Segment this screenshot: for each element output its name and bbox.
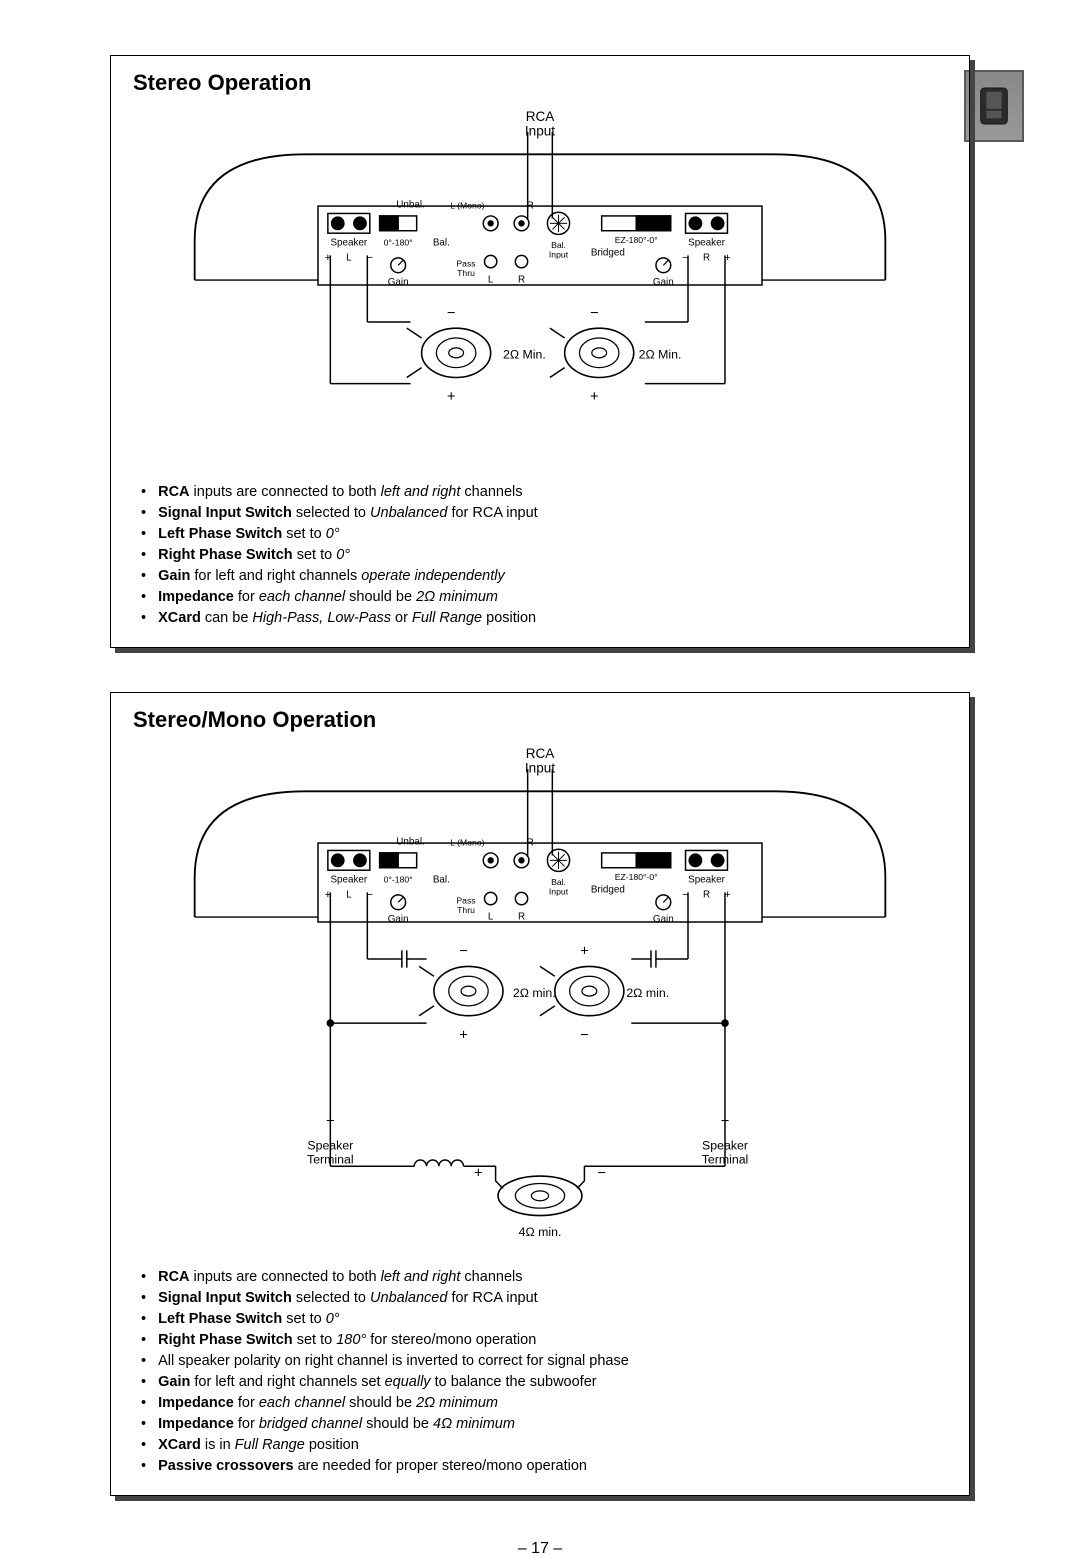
note-item: Right Phase Switch set to 180° for stere… [141,1330,947,1351]
svg-text:Thru: Thru [457,268,475,278]
svg-text:Speaker: Speaker [330,875,367,886]
svg-text:Input: Input [549,250,569,260]
note-item: Left Phase Switch set to 0° [141,1309,947,1330]
svg-text:0°-180°: 0°-180° [384,237,413,247]
svg-text:2Ω min.: 2Ω min. [626,986,669,1000]
svg-text:Input: Input [525,124,555,139]
note-item: RCA inputs are connected to both left an… [141,482,947,503]
svg-text:EZ-180°-0°: EZ-180°-0° [615,872,658,882]
svg-text:R: R [518,275,525,286]
svg-text:Unbal.: Unbal. [396,199,425,210]
svg-text:Speaker: Speaker [688,875,725,886]
svg-text:+: + [580,944,589,960]
svg-text:2Ω min.: 2Ω min. [513,986,556,1000]
note-item: Gain for left and right channels operate… [141,566,947,587]
svg-text:R: R [518,912,525,923]
svg-text:L (Mono): L (Mono) [450,837,484,847]
stereo-mono-title: Stereo/Mono Operation [133,707,947,733]
svg-text:Speaker: Speaker [330,238,367,249]
stereo-mono-panel: Stereo/Mono Operation RCAInputSpeaker+L−… [110,692,970,1496]
brand-badge-icon [964,70,1024,142]
note-item: XCard is in Full Range position [141,1435,947,1456]
svg-text:−: − [590,305,599,321]
svg-text:Bal.: Bal. [551,240,566,250]
stereo-notes: RCA inputs are connected to both left an… [133,482,947,629]
svg-text:Input: Input [525,761,555,776]
note-item: Impedance for each channel should be 2Ω … [141,1393,947,1414]
svg-text:R: R [527,201,534,212]
page-number: – 17 – [110,1540,970,1558]
svg-text:0°-180°: 0°-180° [384,874,413,884]
note-item: Signal Input Switch selected to Unbalanc… [141,503,947,524]
svg-text:R: R [527,838,534,849]
svg-text:Gain: Gain [388,277,409,288]
svg-text:Bal.: Bal. [551,877,566,887]
svg-text:Pass: Pass [456,258,475,268]
stereo-title: Stereo Operation [133,70,947,96]
svg-text:L: L [488,912,494,923]
svg-text:+: + [459,1027,468,1043]
svg-text:Input: Input [549,887,569,897]
svg-text:RCA: RCA [526,746,556,761]
svg-text:2Ω Min.: 2Ω Min. [639,348,682,362]
note-item: RCA inputs are connected to both left an… [141,1267,947,1288]
stereo-panel: Stereo Operation RCAInputSpeaker+L−0°-18… [110,55,970,648]
note-item: Left Phase Switch set to 0° [141,524,947,545]
svg-text:+: + [447,389,456,405]
svg-text:−: − [580,1027,589,1043]
stereo-mono-notes: RCA inputs are connected to both left an… [133,1267,947,1477]
svg-text:Bal.: Bal. [433,875,450,886]
svg-text:R: R [703,252,710,263]
svg-text:4Ω min.: 4Ω min. [519,1225,562,1239]
svg-text:Thru: Thru [457,905,475,915]
svg-text:Bridged: Bridged [591,248,625,259]
svg-text:Bal.: Bal. [433,238,450,249]
note-item: Signal Input Switch selected to Unbalanc… [141,1288,947,1309]
svg-text:EZ-180°-0°: EZ-180°-0° [615,235,658,245]
svg-text:+: + [474,1166,483,1182]
svg-text:Unbal.: Unbal. [396,837,425,848]
svg-text:Gain: Gain [388,914,409,925]
svg-text:L: L [488,275,494,286]
svg-text:Gain: Gain [653,277,674,288]
svg-text:Bridged: Bridged [591,885,625,896]
note-item: Passive crossovers are needed for proper… [141,1456,947,1477]
svg-text:L: L [346,252,352,263]
note-item: Right Phase Switch set to 0° [141,545,947,566]
note-item: Impedance for bridged channel should be … [141,1414,947,1435]
note-item: XCard can be High-Pass, Low-Pass or Full… [141,608,947,629]
svg-text:−: − [597,1166,606,1182]
svg-text:2Ω Min.: 2Ω Min. [503,348,546,362]
svg-text:−: − [447,305,456,321]
svg-text:R: R [703,890,710,901]
svg-text:−: − [459,944,468,960]
svg-text:Gain: Gain [653,914,674,925]
note-item: Gain for left and right channels set equ… [141,1372,947,1393]
svg-text:L (Mono): L (Mono) [450,200,484,210]
svg-text:Speaker: Speaker [688,238,725,249]
stereo-mono-diagram: RCAInputSpeaker+L−0°-180°Bal.Unbal.GainL… [133,737,947,1255]
svg-text:RCA: RCA [526,109,556,124]
svg-text:L: L [346,890,352,901]
note-item: Impedance for each channel should be 2Ω … [141,587,947,608]
svg-text:+: + [590,389,599,405]
note-item: All speaker polarity on right channel is… [141,1351,947,1372]
svg-text:Pass: Pass [456,895,475,905]
stereo-diagram: RCAInputSpeaker+L−0°-180°Bal.Unbal.GainL… [133,100,947,470]
